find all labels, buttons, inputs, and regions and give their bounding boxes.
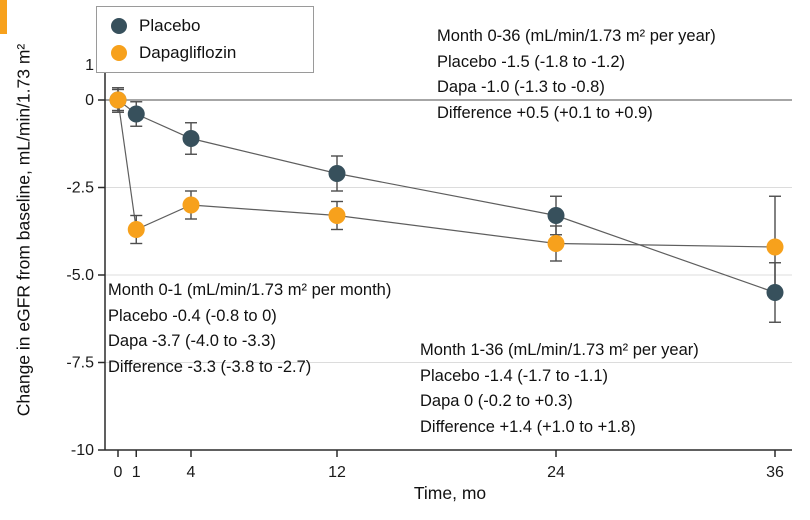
y-tick-label: -7.5 [66,355,94,372]
annotation-line: Difference -3.3 (-3.8 to -2.7) [108,357,312,376]
data-point-placebo [182,130,200,147]
annotation-line: Dapa 0 (-0.2 to +0.3) [420,392,573,410]
annotation-slope-month-1-36: Month 1-36 (mL/min/1.73 m² per year) Pla… [420,338,699,440]
annotation-slope-month-0-1: Month 0-1 (mL/min/1.73 m² per month) Pla… [108,278,391,380]
x-tick-label: 36 [766,464,784,481]
y-tick-label: -10 [71,442,94,459]
y-axis-label: Change in eGFR from baseline, mL/min/1.7… [13,43,34,417]
dapagliflozin-marker-icon [111,45,127,61]
accent-bar [0,0,7,34]
legend: Placebo Dapagliflozin [96,6,314,73]
series-line-placebo [117,99,776,294]
annotation-line: Placebo -0.4 (-0.8 to 0) [108,306,277,325]
y-tick-label: -2.5 [66,180,94,197]
series-line-dapagliflozin [117,99,776,248]
legend-label-placebo: Placebo [139,16,201,35]
annotation-line: Month 1-36 (mL/min/1.73 m² per year) [420,341,699,359]
data-point-dapagliflozin [127,221,145,238]
x-axis-label: Time, mo [413,483,487,503]
legend-label-dapagliflozin: Dapagliflozin [139,43,237,62]
annotation-line: Dapa -1.0 (-1.3 to -0.8) [437,78,605,96]
data-point-placebo [766,284,784,301]
y-tick-label: -5.0 [66,267,94,284]
annotation-line: Dapa -3.7 (-4.0 to -3.3) [108,332,276,350]
x-tick-label: 12 [328,464,346,481]
x-tick-label: 1 [132,464,141,481]
data-point-dapagliflozin [328,207,346,224]
annotation-line: Month 0-36 (mL/min/1.73 m² per year) [437,27,716,45]
data-point-placebo [127,105,145,123]
annotation-slope-month-0-36: Month 0-36 (mL/min/1.73 m² per year) Pla… [437,24,716,126]
annotation-line: Difference +1.4 (+1.0 to +1.8) [420,417,636,436]
legend-item-dapagliflozin: Dapagliflozin [111,43,299,63]
data-point-dapagliflozin [766,238,784,256]
data-point-placebo [547,207,565,224]
x-tick-label: 4 [187,464,196,481]
annotation-line: Placebo -1.5 (-1.8 to -1.2) [437,52,626,71]
data-point-placebo [328,165,346,182]
data-point-dapagliflozin [109,91,127,109]
data-point-dapagliflozin [547,235,565,252]
data-point-dapagliflozin [182,196,200,214]
y-tick-label: 0 [85,92,94,109]
x-tick-label: 0 [114,464,123,481]
annotation-line: Difference +0.5 (+0.1 to +0.9) [437,103,653,122]
placebo-marker-icon [111,18,127,34]
y-tick-label: 1 [85,57,94,74]
annotation-line: Month 0-1 (mL/min/1.73 m² per month) [108,281,392,299]
annotation-line: Placebo -1.4 (-1.7 to -1.1) [420,366,609,385]
legend-item-placebo: Placebo [111,16,299,36]
x-tick-label: 24 [547,464,565,481]
